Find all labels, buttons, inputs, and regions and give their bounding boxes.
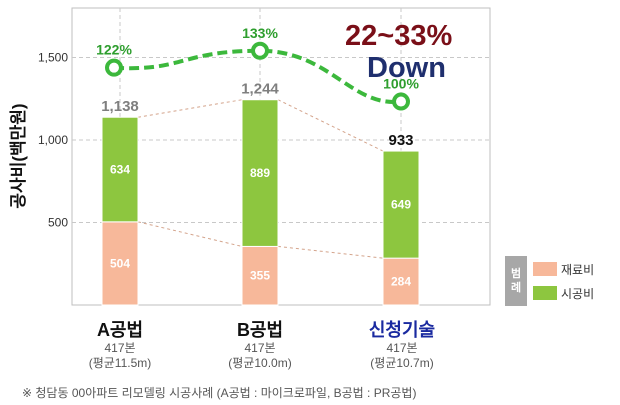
headline-down: Down <box>367 52 446 84</box>
data-label-construction: 634 <box>110 163 130 177</box>
total-connector <box>137 99 243 118</box>
category-sub-a: 417본 (평균11.5m) <box>40 341 200 371</box>
legend: 범 례 재료비 시공비 <box>505 256 609 306</box>
data-label-construction: 889 <box>250 166 270 180</box>
data-label-material: 355 <box>250 269 270 283</box>
y-tick-label: 500 <box>48 216 68 230</box>
data-label-material: 284 <box>391 275 411 289</box>
avg-length-new: (평균10.7m) <box>370 356 434 370</box>
legend-label-material: 재료비 <box>561 262 595 277</box>
data-label-total: 1,138 <box>101 98 139 115</box>
headline-percent: 22~33% <box>345 20 453 52</box>
legend-label-construction: 시공비 <box>561 286 595 301</box>
pile-count-a: 417본 <box>104 341 136 355</box>
category-label-a: A공법 <box>96 320 144 340</box>
trend-marker <box>251 41 269 60</box>
bar-construction <box>101 116 139 223</box>
legend-swatch-material <box>533 262 557 276</box>
material-connector <box>277 245 384 259</box>
bar-material <box>101 221 139 306</box>
data-label-total: 933 <box>388 132 413 149</box>
data-label-material: 504 <box>110 256 130 270</box>
legend-item-construction: 시공비 <box>533 284 594 302</box>
bar-construction <box>382 150 420 259</box>
footnote: ※ 청담동 00아파트 리모델링 시공사례 (A공법 : 마이크로파일, B공법… <box>22 386 417 400</box>
trend-marker <box>392 92 410 111</box>
bar-material <box>241 245 279 306</box>
legend-title-char-1: 범 <box>510 268 522 280</box>
trend-marker <box>105 58 123 77</box>
trend-line <box>113 48 402 104</box>
bar-material <box>382 257 420 306</box>
plot-frame <box>71 7 491 306</box>
bar-construction <box>241 99 279 247</box>
pile-count-b: 417본 <box>244 341 276 355</box>
data-label-total: 1,244 <box>241 81 279 98</box>
category-sub-new: 417본 (평균10.7m) <box>322 341 482 371</box>
category-label-new: 신청기술 <box>368 320 436 340</box>
legend-title-char-2: 례 <box>510 282 522 294</box>
y-axis-label: 공사비(백만원) <box>9 103 28 208</box>
y-tick-label: 1,500 <box>38 51 68 65</box>
ratio-label: 133% <box>242 25 278 41</box>
pile-count-new: 417본 <box>386 341 418 355</box>
legend-swatch-construction <box>533 286 557 300</box>
data-label-construction: 649 <box>391 198 411 212</box>
y-tick-label: 1,000 <box>38 133 68 147</box>
avg-length-b: (평균10.0m) <box>228 356 292 370</box>
legend-title: 범 례 <box>505 256 527 306</box>
legend-item-material: 재료비 <box>533 260 594 278</box>
ratio-label: 122% <box>96 42 132 58</box>
material-connector <box>137 221 243 247</box>
total-connector <box>277 99 384 152</box>
category-label-b: B공법 <box>236 320 284 340</box>
avg-length-a: (평균11.5m) <box>88 356 152 370</box>
ratio-label: 100% <box>383 76 419 92</box>
category-sub-b: 417본 (평균10.0m) <box>180 341 340 371</box>
